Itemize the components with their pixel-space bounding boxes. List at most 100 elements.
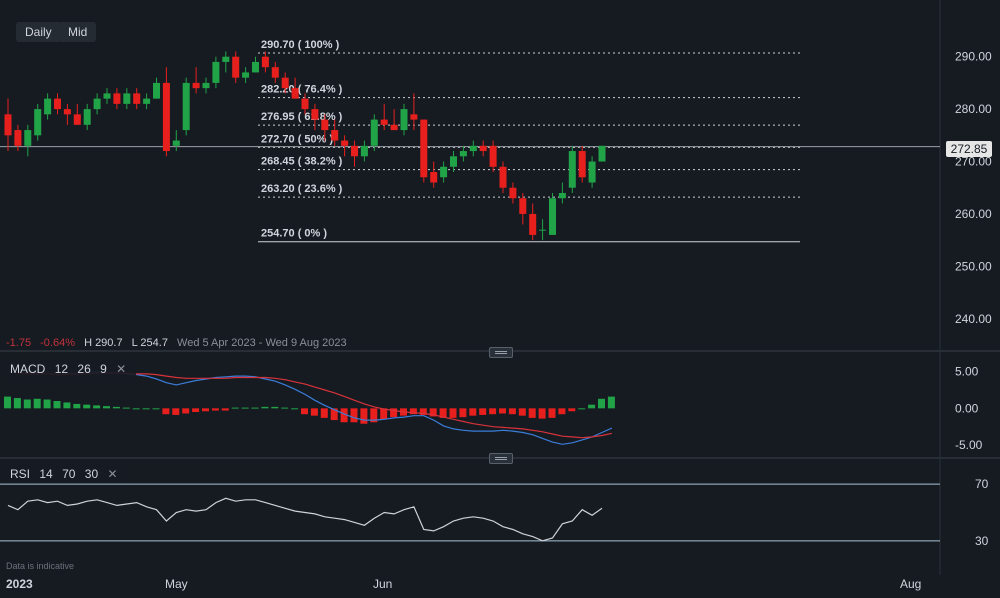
- macd-histogram-bar: [211, 408, 219, 411]
- candle-body: [341, 140, 349, 146]
- macd-histogram-bar: [271, 406, 279, 409]
- rsi-line: [7, 497, 603, 542]
- candle-body: [202, 82, 210, 89]
- fib-level-label: 290.70 ( 100% ): [261, 39, 340, 51]
- time-axis-tick-label: May: [165, 577, 188, 591]
- macd-histogram-bar: [409, 408, 417, 415]
- candle-body: [568, 151, 576, 188]
- candle-body: [172, 140, 180, 146]
- macd-histogram-bar: [538, 408, 546, 419]
- candle-body: [519, 198, 527, 214]
- rsi-param-upper: 70: [62, 467, 76, 481]
- macd-label: MACD: [10, 362, 46, 376]
- macd-histogram-bar: [251, 407, 259, 409]
- change-value: -1.75: [6, 337, 32, 349]
- candle-body: [73, 114, 81, 125]
- macd-histogram-bar: [182, 408, 190, 414]
- macd-histogram-bar: [578, 408, 586, 410]
- macd-histogram-bar: [122, 407, 130, 409]
- ohlc-summary: -1.75 -0.64% H 290.7 L 254.7 Wed 5 Apr 2…: [0, 335, 353, 351]
- time-axis-tick-label: Jun: [373, 577, 392, 591]
- rsi-axis-tick-label: 30: [975, 534, 989, 548]
- rsi-legend[interactable]: RSI 14 70 30 ✕: [6, 465, 128, 483]
- interval-button[interactable]: Daily: [16, 22, 61, 42]
- time-axis-tick-label: Aug: [900, 577, 921, 591]
- candle-body: [440, 166, 448, 178]
- candle-body: [271, 67, 279, 78]
- macd-histogram-bar: [459, 408, 467, 418]
- macd-histogram-bar: [83, 404, 91, 409]
- macd-legend[interactable]: MACD 12 26 9 ✕: [6, 360, 137, 378]
- macd-histogram-bar: [350, 408, 358, 423]
- macd-histogram-bar: [380, 408, 388, 420]
- candle-body: [331, 130, 339, 141]
- macd-histogram-bar: [360, 408, 368, 424]
- macd-histogram-bar: [221, 408, 229, 411]
- candle-body: [252, 61, 259, 73]
- macd-histogram-bar: [231, 407, 239, 409]
- macd-histogram-bar: [558, 408, 566, 415]
- candle-body: [430, 172, 438, 183]
- candle-body: [400, 109, 408, 131]
- price-type-button[interactable]: Mid: [59, 22, 97, 42]
- candle-body: [93, 98, 101, 110]
- candle-body: [182, 82, 190, 131]
- high-value: H 290.7: [84, 337, 123, 349]
- candle-body: [370, 119, 378, 146]
- macd-histogram-bar: [439, 408, 447, 418]
- candle-body: [360, 145, 368, 157]
- candle-body: [222, 56, 230, 62]
- candle-body: [479, 145, 487, 152]
- macd-histogram-bar: [23, 399, 31, 409]
- candle-body: [311, 109, 319, 120]
- candle-body: [14, 130, 22, 146]
- candle-body: [4, 114, 12, 136]
- candle-body: [450, 156, 457, 167]
- macd-histogram-bar: [142, 408, 150, 410]
- candle-body: [83, 109, 91, 125]
- macd-histogram-bar: [330, 408, 338, 421]
- macd-histogram-bar: [53, 401, 61, 409]
- candle-body: [499, 166, 507, 188]
- rsi-label: RSI: [10, 467, 31, 481]
- candle-body: [420, 119, 428, 178]
- data-disclaimer: Data is indicative: [6, 561, 75, 571]
- candle-body: [509, 187, 517, 199]
- candle-body: [212, 61, 220, 83]
- macd-histogram-bar: [449, 408, 457, 418]
- price-axis-tick-label: 250.00: [955, 259, 992, 273]
- candle-body: [34, 109, 42, 136]
- candle-body: [301, 98, 309, 110]
- candle-body: [162, 82, 170, 152]
- price-axis-tick-label: 280.00: [955, 102, 992, 116]
- candle-body: [192, 82, 200, 89]
- candle-body: [113, 93, 121, 104]
- fib-level-label: 272.70 ( 50% ): [261, 133, 333, 145]
- fib-level-label: 282.20 ( 76.4% ): [261, 84, 343, 96]
- macd-histogram-bar: [489, 408, 497, 415]
- fib-level-label: 254.70 ( 0% ): [261, 228, 327, 240]
- macd-histogram-bar: [33, 398, 41, 409]
- candle-body: [143, 98, 151, 104]
- candle-body: [321, 119, 329, 131]
- candle-body: [529, 213, 537, 235]
- rsi-close-icon[interactable]: ✕: [107, 467, 118, 481]
- price-axis-tick-label: 260.00: [955, 207, 992, 221]
- macd-histogram-bar: [598, 398, 605, 409]
- macd-histogram-bar: [172, 408, 180, 415]
- macd-histogram-bar: [508, 408, 516, 415]
- candle-body: [242, 72, 250, 78]
- pane-resize-handle-rsi[interactable]: [489, 453, 513, 464]
- macd-histogram-bar: [63, 402, 71, 409]
- candle-body: [588, 161, 596, 183]
- candle-body: [54, 98, 61, 110]
- candle-body: [380, 119, 388, 125]
- macd-histogram-bar: [548, 408, 556, 418]
- rsi-axis-tick-label: 70: [975, 477, 989, 491]
- macd-close-icon[interactable]: ✕: [116, 362, 127, 376]
- macd-histogram-bar: [152, 408, 160, 410]
- macd-histogram-bar: [469, 408, 477, 416]
- pane-resize-handle-macd[interactable]: [489, 347, 513, 358]
